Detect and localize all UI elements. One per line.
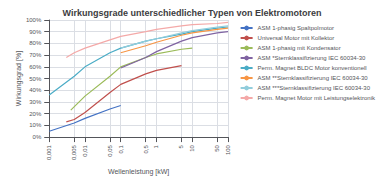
svg-text:0,01: 0,01	[82, 144, 88, 156]
svg-text:Wirkungsgrade unterschiedliche: Wirkungsgrade unterschiedlicher Typen vo…	[63, 8, 322, 18]
svg-text:ASM *Sternklassifizierung IEC: ASM *Sternklassifizierung IEC 60034-30	[258, 55, 366, 61]
svg-text:0,05: 0,05	[107, 144, 113, 156]
svg-text:40%: 40%	[29, 87, 42, 93]
svg-text:ASM 1-phasig mit Kondensator: ASM 1-phasig mit Kondensator	[258, 45, 341, 51]
svg-text:50: 50	[214, 144, 220, 151]
svg-text:0,001: 0,001	[46, 144, 52, 160]
svg-text:90%: 90%	[29, 29, 42, 35]
svg-text:Wellenleistung [kW]: Wellenleistung [kW]	[108, 168, 169, 176]
svg-text:10%: 10%	[29, 122, 42, 128]
svg-text:Perm. Magnet Motor mit Leistun: Perm. Magnet Motor mit Leistungselektron…	[258, 95, 376, 101]
svg-text:ASM ***Sternklassifizierung IE: ASM ***Sternklassifizierung IEC 60034-30	[258, 85, 371, 91]
svg-text:5: 5	[178, 144, 184, 148]
svg-text:100%: 100%	[26, 17, 42, 23]
svg-text:0,5: 0,5	[143, 144, 149, 153]
svg-text:1: 1	[153, 144, 159, 148]
svg-text:70%: 70%	[29, 52, 42, 58]
svg-text:100: 100	[225, 144, 231, 155]
svg-text:0%: 0%	[33, 134, 42, 140]
svg-text:Wirkungsgrad [%]: Wirkungsgrad [%]	[15, 51, 23, 106]
svg-text:0,1: 0,1	[118, 144, 124, 153]
svg-text:10: 10	[189, 144, 195, 151]
svg-text:ASM 1-phasig Spaltpolmotor: ASM 1-phasig Spaltpolmotor	[258, 25, 334, 31]
svg-text:0,005: 0,005	[71, 144, 77, 160]
svg-text:80%: 80%	[29, 40, 42, 46]
svg-text:20%: 20%	[29, 111, 42, 117]
svg-text:50%: 50%	[29, 76, 42, 82]
svg-text:30%: 30%	[29, 99, 42, 105]
svg-text:ASM **Sternklassifizierung IEC: ASM **Sternklassifizierung IEC 60034-30	[258, 75, 369, 81]
svg-text:Perm. Magnet BLDC Motor konven: Perm. Magnet BLDC Motor konventionell	[258, 65, 367, 71]
svg-text:60%: 60%	[29, 64, 42, 70]
svg-text:Universal Motor mit Kollektor: Universal Motor mit Kollektor	[258, 35, 335, 41]
